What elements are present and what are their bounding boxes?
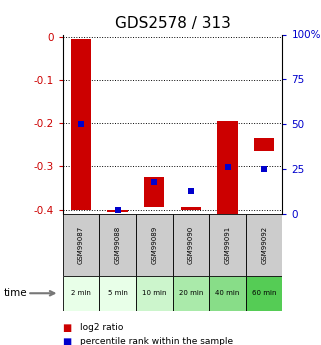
Bar — [99, 214, 136, 276]
Text: time: time — [3, 288, 27, 298]
Bar — [63, 276, 99, 310]
Text: 10 min: 10 min — [142, 290, 167, 296]
Text: GSM99087: GSM99087 — [78, 226, 84, 264]
Bar — [173, 276, 209, 310]
Bar — [173, 214, 209, 276]
Bar — [209, 276, 246, 310]
Title: GDS2578 / 313: GDS2578 / 313 — [115, 16, 230, 31]
Text: GSM99091: GSM99091 — [224, 226, 230, 264]
Bar — [136, 276, 173, 310]
Bar — [108, 209, 128, 212]
Bar — [181, 207, 201, 209]
Text: 20 min: 20 min — [179, 290, 203, 296]
Text: 40 min: 40 min — [215, 290, 240, 296]
Bar — [246, 214, 282, 276]
Text: GSM99090: GSM99090 — [188, 226, 194, 264]
Bar — [136, 214, 173, 276]
Text: log2 ratio: log2 ratio — [80, 323, 124, 332]
Bar — [217, 121, 238, 214]
Bar — [71, 39, 91, 209]
Text: GSM99092: GSM99092 — [261, 226, 267, 264]
Text: GSM99089: GSM99089 — [151, 226, 157, 264]
Bar — [209, 214, 246, 276]
Text: 60 min: 60 min — [252, 290, 276, 296]
Text: ■: ■ — [63, 323, 72, 333]
Bar — [246, 276, 282, 310]
Text: 2 min: 2 min — [71, 290, 91, 296]
Text: ■: ■ — [63, 337, 72, 345]
Text: 5 min: 5 min — [108, 290, 127, 296]
Bar — [254, 138, 274, 151]
Text: GSM99088: GSM99088 — [115, 226, 121, 264]
Bar — [63, 214, 99, 276]
Bar — [99, 276, 136, 310]
Text: percentile rank within the sample: percentile rank within the sample — [80, 337, 233, 345]
Bar — [144, 177, 164, 207]
